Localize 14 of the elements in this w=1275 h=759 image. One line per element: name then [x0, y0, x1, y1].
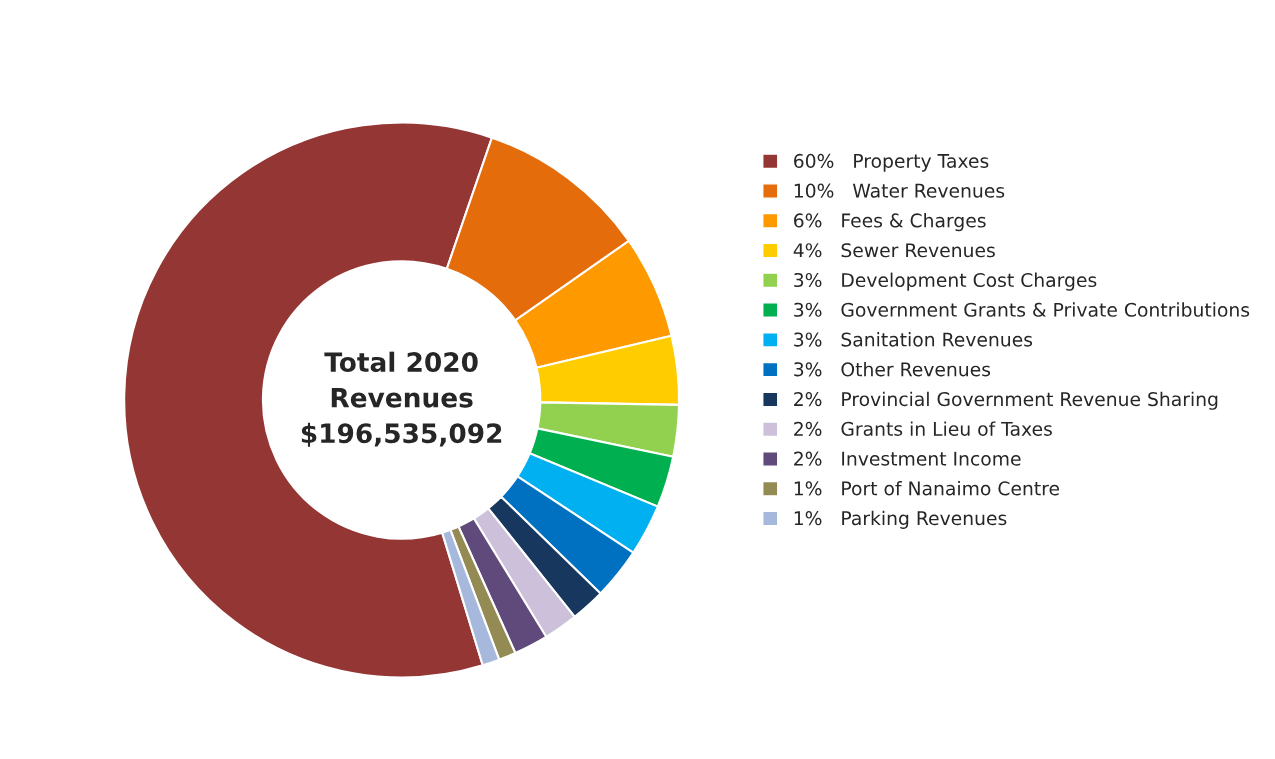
- legend-label: 3% Sanitation Revenues: [794, 332, 1033, 347]
- legend-label: 3% Government Grants & Private Contributions: [794, 302, 1250, 317]
- legend-label: 4% Sewer Revenues: [793, 243, 995, 258]
- legend-label: 1% Parking Revenues: [794, 510, 1007, 529]
- legend-label: 2% Investment Income: [794, 451, 1021, 466]
- legend-label: 10% Water Revenues: [794, 183, 1005, 198]
- legend-label: 3% Other Revenues: [794, 361, 991, 377]
- legend-label: 2% Provincial Government Revenue Sharing: [794, 391, 1218, 410]
- legend-label: 1% Port of Nanaimo Centre: [794, 480, 1060, 496]
- legend-label: 2% Grants in Lieu of Taxes: [794, 421, 1052, 436]
- legend-label: 3% Development Cost Charges: [794, 272, 1097, 291]
- legend-label: 6% Fees & Charges: [794, 213, 986, 232]
- legend-label: 60% Property Taxes: [794, 153, 989, 172]
- text: Total 2020 Revenues $196,535,092: [301, 351, 502, 447]
